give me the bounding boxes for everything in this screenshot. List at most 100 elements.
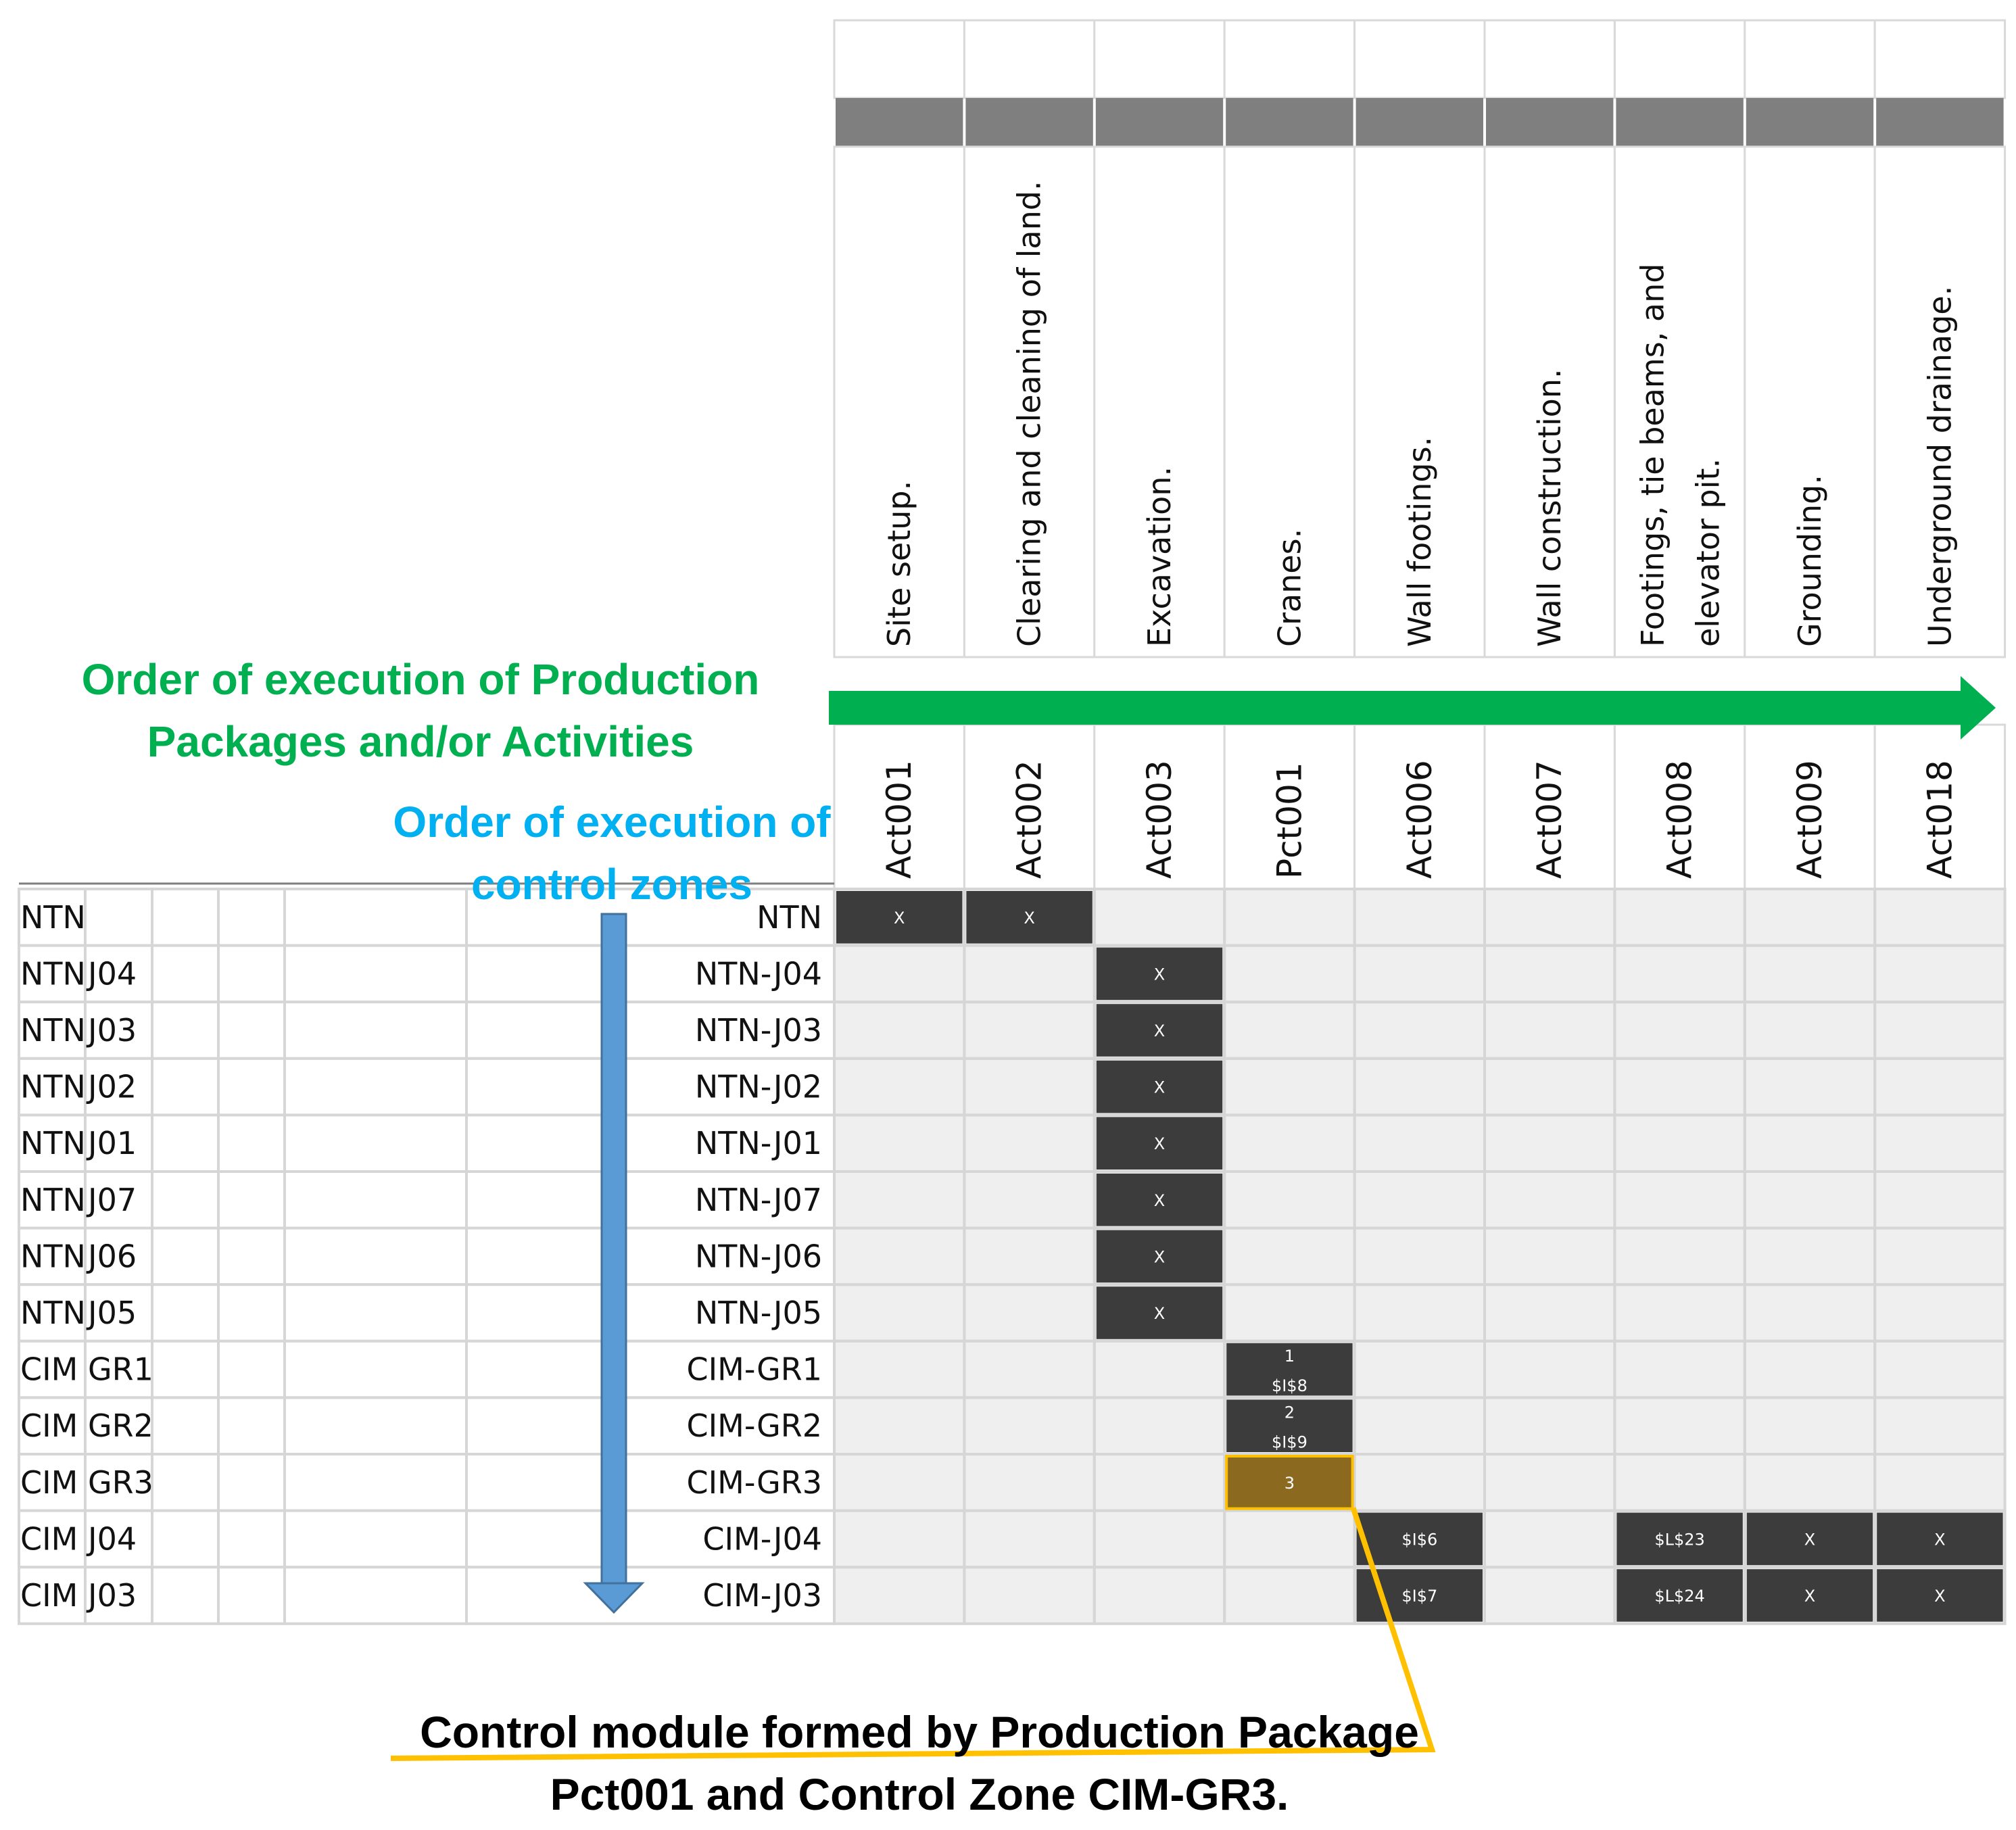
zone-table-cell: [217, 1113, 286, 1174]
header-top-cell: [1613, 19, 1746, 99]
zone-prefix: CIM: [20, 1351, 78, 1388]
activity-code: Act001: [880, 760, 919, 879]
activity-code: Act009: [1790, 760, 1829, 879]
zone-table-cell: [151, 1396, 220, 1455]
zone-table-cell: [283, 1396, 468, 1455]
activity-code-label: Act007: [1530, 760, 1569, 879]
header-top-cell: [1223, 19, 1356, 99]
zone-table-cell: [151, 888, 220, 947]
zone-suffix: J03: [86, 1577, 137, 1614]
mark-label: X: [1154, 1078, 1165, 1097]
header-band-cell: [1876, 98, 2004, 147]
zone-table-cell: [465, 944, 836, 1004]
zone-table-cell: [217, 1339, 286, 1399]
code-cell: [1873, 723, 2007, 890]
production-order-label: Packages and/or Activities: [147, 717, 694, 766]
mark-cell: [1096, 1230, 1223, 1283]
mark-cell: [1746, 1512, 1873, 1566]
zone-suffix: J05: [86, 1295, 137, 1331]
zone-table-cell: [18, 1396, 87, 1455]
mark-label: $I$8: [1272, 1376, 1307, 1395]
header-top-cell: [963, 19, 1096, 99]
zone-table-cell: [217, 1001, 286, 1060]
mark-cell: [1356, 1512, 1483, 1566]
mark-cell: [1616, 1569, 1743, 1622]
zone-suffix: GR2: [88, 1407, 153, 1444]
zone-table-cell: [465, 1339, 836, 1399]
header-band-cell: [836, 98, 963, 147]
zone-table-cell: [217, 1396, 286, 1455]
zone-name: CIM-GR3: [686, 1464, 822, 1501]
mark-label: X: [1154, 1021, 1165, 1040]
zone-table-cell: [18, 1113, 87, 1174]
zone-table-cell: [151, 1113, 220, 1174]
zone-table-cell: [283, 1509, 468, 1569]
header-band-cell: [1486, 98, 1614, 147]
description-cell: [1093, 145, 1226, 658]
activity-description-line: Wall footings.: [1401, 437, 1438, 647]
zone-table-cell: [283, 1453, 468, 1512]
header-band-cell: [1095, 98, 1224, 147]
mark-label: X: [1154, 1134, 1165, 1153]
zone-table-cell: [283, 1001, 468, 1060]
header-band-cell: [1226, 98, 1353, 147]
activity-description: Clearing and cleaning of land.: [1011, 180, 1048, 647]
mark-label: 2: [1285, 1403, 1295, 1422]
zone-table-cell: [465, 888, 836, 947]
header-top-cell: [1873, 19, 2007, 99]
zone-table-cell: [151, 1283, 220, 1343]
zone-table-cell: [283, 1339, 468, 1399]
zone-suffix: GR1: [88, 1351, 153, 1388]
zone-suffix: J02: [86, 1069, 137, 1105]
activity-code: Act006: [1400, 760, 1439, 879]
zone-table-cell: [217, 888, 286, 947]
zone-table-cell: [151, 1170, 220, 1230]
activity-code-label: Act002: [1010, 760, 1049, 879]
mark-label: $I$9: [1272, 1432, 1307, 1451]
code-cell: [1483, 723, 1616, 890]
zone-table-cell: [283, 1113, 468, 1174]
zone-prefix: CIM: [20, 1464, 78, 1501]
mark-label: X: [1154, 965, 1165, 984]
zone-prefix: NTN: [20, 1182, 86, 1218]
mark-cell: [1225, 1455, 1354, 1510]
zone-order-arrow-head: [583, 1582, 645, 1614]
zone-name: NTN-J04: [695, 955, 822, 992]
mark-cell: [1096, 1174, 1223, 1226]
activity-description: Site setup.: [881, 481, 917, 647]
zone-suffix: J03: [86, 1012, 137, 1049]
activity-code: Act007: [1530, 760, 1569, 879]
zone-table-cell: [217, 1226, 286, 1286]
activity-code-label: Act003: [1140, 760, 1179, 879]
zone-table-cell: [151, 944, 220, 1004]
zone-suffix: J06: [86, 1238, 137, 1274]
zone-name: CIM-GR1: [686, 1351, 822, 1388]
header-band-cell: [1616, 98, 1744, 147]
code-cell: [1353, 723, 1486, 890]
activity-description-line: Excavation.: [1141, 466, 1178, 647]
mark-label: $I$6: [1401, 1530, 1437, 1549]
activity-description-line: Underground drainage.: [1921, 286, 1958, 647]
header-band-cell: [1746, 98, 1874, 147]
mark-cell: [1746, 1569, 1873, 1622]
zone-table-cell: [151, 1339, 220, 1399]
zone-suffix: GR3: [88, 1464, 153, 1501]
zone-table-cell: [217, 944, 286, 1004]
activity-code-label: Act009: [1790, 760, 1829, 879]
zone-prefix: CIM: [20, 1520, 78, 1557]
zone-table-cell: [151, 1001, 220, 1060]
zone-table-cell: [283, 1566, 468, 1625]
mark-cell: [1877, 1512, 2003, 1566]
mark-label: X: [1804, 1530, 1815, 1549]
code-cell: [1093, 723, 1226, 890]
activity-description-line: Wall construction.: [1531, 368, 1568, 647]
activity-description: Wall construction.: [1531, 368, 1568, 647]
mark-cell: [1096, 1286, 1223, 1339]
zone-table-cell: [283, 944, 468, 1004]
zone-suffix: J04: [86, 1520, 137, 1557]
activity-code-label: Act008: [1660, 760, 1700, 879]
code-cell: [1223, 723, 1356, 890]
mark-cell: [1616, 1512, 1743, 1566]
zone-table-cell: [465, 1170, 836, 1230]
